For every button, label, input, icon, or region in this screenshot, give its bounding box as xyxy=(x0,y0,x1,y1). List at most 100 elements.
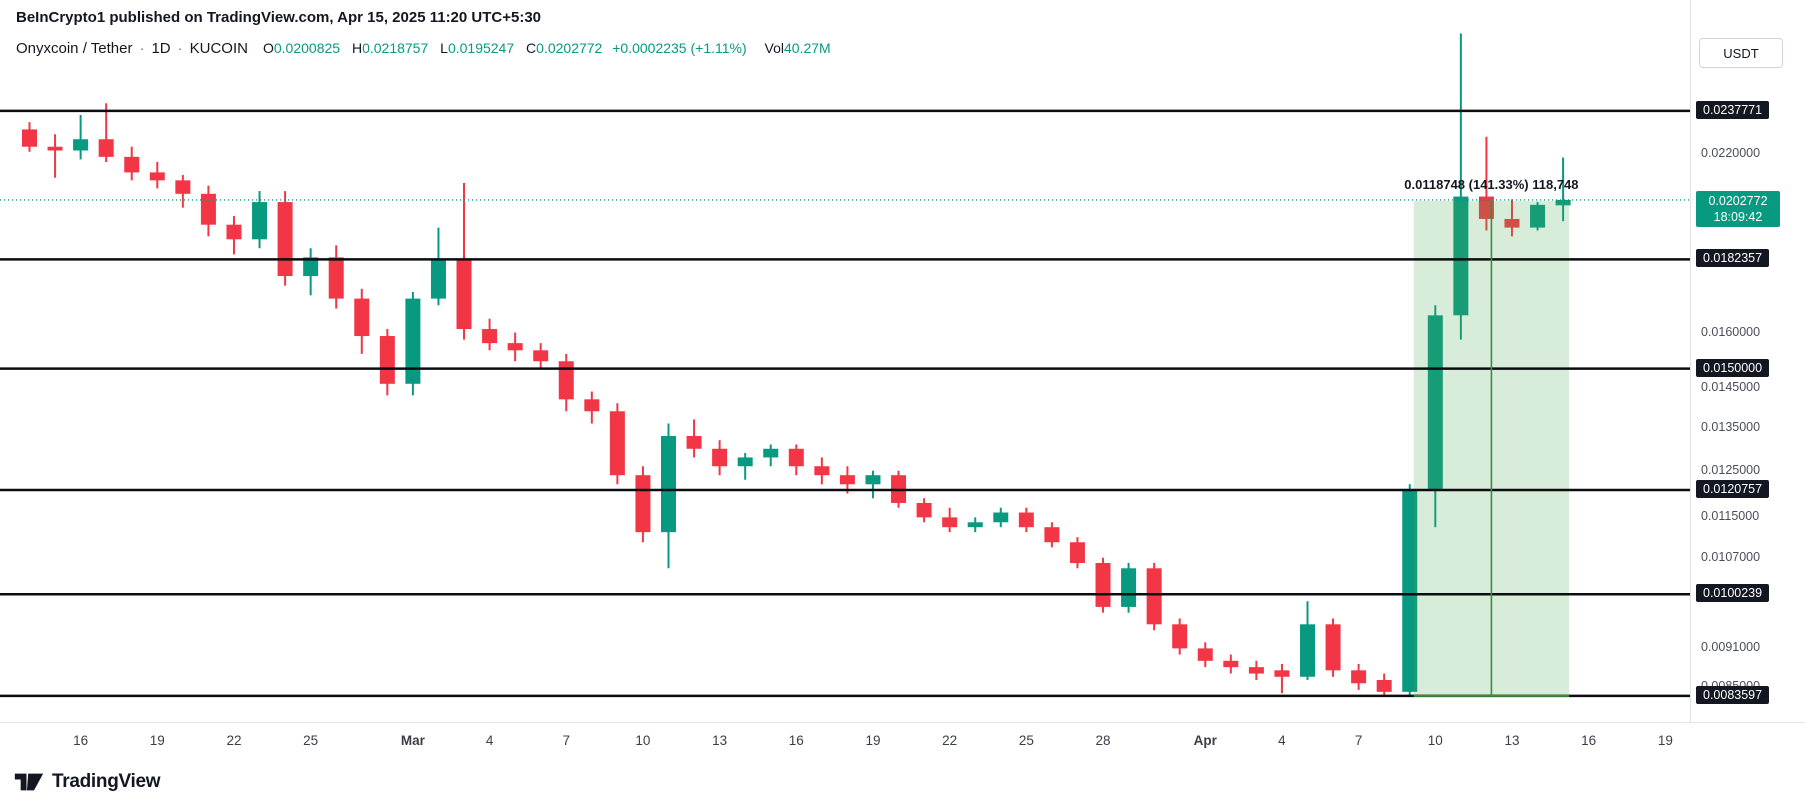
close-value: 0.0202772 xyxy=(536,40,603,56)
candle-body xyxy=(73,139,89,151)
candle-body xyxy=(1427,315,1443,489)
candle-body xyxy=(22,129,37,147)
price-level-badge: 0.0182357 xyxy=(1696,249,1770,268)
time-tick-label: 22 xyxy=(942,733,958,748)
high-label: H xyxy=(351,40,363,56)
open-value: 0.0200825 xyxy=(273,40,341,56)
candle-body xyxy=(788,448,804,467)
candle-body xyxy=(1351,670,1367,684)
candle-body xyxy=(558,361,574,400)
time-tick-label: 16 xyxy=(1581,733,1597,748)
low-label: L xyxy=(440,40,448,56)
time-axis[interactable]: 16 19 22 25 Mar 4 7 10 13 16 19 22 25 28 Apr 4 7 10 13 16 19 xyxy=(0,722,1805,763)
separator-dot: · xyxy=(177,40,183,57)
price-level-badge: 0.0100239 xyxy=(1696,584,1770,603)
price-tick-label: 0.0220000 xyxy=(1701,146,1761,161)
candle-body xyxy=(303,257,319,277)
candle-body xyxy=(1530,204,1546,228)
price-axis[interactable]: USDT 0.0220000 0.0160000 0.0145000 0.013500… xyxy=(1690,0,1805,722)
time-tick-label: 22 xyxy=(226,733,242,748)
interval-label[interactable]: 1D xyxy=(151,40,171,57)
candle-body xyxy=(1274,670,1290,677)
change-value: +0.0002235 (+1.11%) xyxy=(612,40,747,56)
time-tick-label: 19 xyxy=(865,733,881,748)
price-tick-label: 0.0145000 xyxy=(1701,379,1761,394)
ohlc-readout: O0.0200825 H0.0218757 L0.0195247 C0.0202… xyxy=(255,40,831,56)
chart-legend: Onyxcoin / Tether · 1D · KUCOIN O0.02008… xyxy=(16,40,831,57)
candle-body xyxy=(712,448,728,467)
time-tick-label: 16 xyxy=(73,733,89,748)
candle-body xyxy=(967,522,983,528)
price-level-badge: 0.0237771 xyxy=(1696,100,1770,119)
candle-body xyxy=(686,435,702,449)
candle-body xyxy=(430,260,446,299)
candle-body xyxy=(1402,488,1418,692)
candle-body xyxy=(379,336,395,384)
candle-body xyxy=(200,193,216,225)
price-tick-label: 0.0115000 xyxy=(1701,509,1760,524)
candle-body xyxy=(98,139,114,157)
time-tick-label: 25 xyxy=(303,733,319,748)
candle-body xyxy=(865,475,881,485)
candle-body xyxy=(942,517,958,528)
candle-body xyxy=(47,146,63,151)
candle-body xyxy=(661,435,676,533)
candle-body xyxy=(507,343,523,351)
price-chart-canvas[interactable]: 0.0118748 (141.33%) 118,748 xyxy=(0,0,1690,722)
symbol-title[interactable]: Onyxcoin / Tether xyxy=(16,40,133,57)
price-tick-label: 0.0125000 xyxy=(1701,462,1761,477)
tradingview-brand-text[interactable]: TradingView xyxy=(52,771,161,792)
bar-countdown: 18:09:42 xyxy=(1713,209,1763,224)
candle-body xyxy=(1044,527,1060,543)
price-tick-label: 0.0160000 xyxy=(1701,324,1761,339)
time-tick-label: 4 xyxy=(1278,733,1286,748)
currency-toggle-button[interactable]: USDT xyxy=(1699,38,1783,68)
candle-body xyxy=(737,457,753,467)
price-level-badge: 0.0120757 xyxy=(1696,480,1770,499)
time-tick-label: 16 xyxy=(788,733,804,748)
candle-body xyxy=(1146,568,1162,625)
price-level-badge: 0.0083597 xyxy=(1696,685,1770,704)
time-tick-label: 7 xyxy=(562,733,570,748)
candle-body xyxy=(354,298,370,337)
time-tick-label: 19 xyxy=(149,733,165,748)
open-label: O xyxy=(262,40,274,56)
candle-body xyxy=(1197,648,1213,661)
time-tick-label: Apr xyxy=(1193,733,1217,748)
price-tick-label: 0.0135000 xyxy=(1701,419,1761,434)
volume-value: 40.27M xyxy=(784,40,831,56)
candle-body xyxy=(277,202,293,277)
candle-body xyxy=(456,260,472,330)
high-value: 0.0218757 xyxy=(362,40,429,56)
candle-body xyxy=(149,172,165,181)
candle-body xyxy=(1172,624,1188,649)
candle-body xyxy=(609,411,625,476)
candle-body xyxy=(1223,660,1239,668)
footer-brand-bar: TradingView xyxy=(14,764,161,800)
price-level-badge: 0.0150000 xyxy=(1696,358,1770,377)
time-tick-label: Mar xyxy=(400,733,425,748)
candle-body xyxy=(1069,542,1085,563)
candle-body xyxy=(635,475,651,533)
attribution-bar: BeInCrypto1 published on TradingView.com… xyxy=(16,9,541,26)
time-tick-label: 25 xyxy=(1018,733,1034,748)
candle-body xyxy=(584,399,600,412)
candle-body xyxy=(1555,199,1571,206)
price-tick-label: 0.0091000 xyxy=(1701,640,1761,655)
candle-body xyxy=(1504,218,1520,228)
candle-body xyxy=(1018,512,1034,528)
candle-body xyxy=(1376,680,1392,692)
candle-body xyxy=(839,475,855,485)
candle-body xyxy=(1325,624,1341,671)
close-label: C xyxy=(526,40,537,56)
time-tick-label: 28 xyxy=(1095,733,1111,748)
candle-body xyxy=(763,448,779,458)
time-tick-label: 13 xyxy=(712,733,728,748)
time-tick-label: 4 xyxy=(485,733,494,748)
tradingview-logo-icon[interactable] xyxy=(14,771,44,793)
exchange-label: KUCOIN xyxy=(189,40,248,57)
price-tick-label: 0.0107000 xyxy=(1701,549,1761,564)
candle-body xyxy=(533,350,549,362)
candle-body xyxy=(1453,196,1469,316)
